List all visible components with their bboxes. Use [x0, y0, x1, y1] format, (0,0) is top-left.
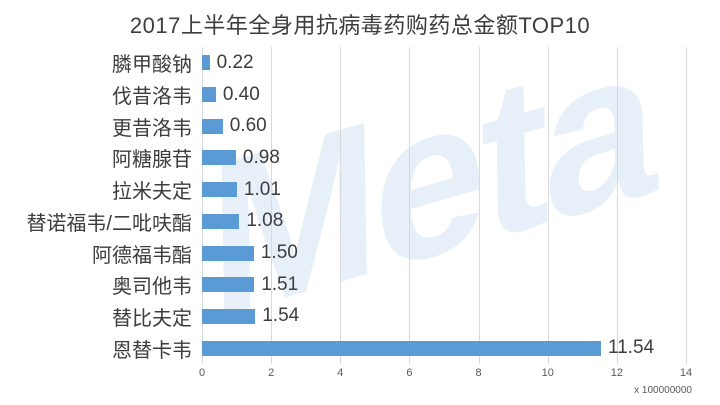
- bar: [202, 150, 236, 166]
- gridline-0: [202, 47, 203, 364]
- category-label: 替比夫定: [112, 307, 192, 330]
- bar-row: 1.01: [202, 174, 686, 206]
- bar-row: 1.54: [202, 301, 686, 333]
- category-label: 拉米夫定: [112, 181, 192, 204]
- x-tick-label: 12: [610, 367, 623, 379]
- gridline-4: [340, 47, 342, 364]
- gridline-6: [409, 47, 411, 364]
- value-label: 1.08: [246, 210, 284, 232]
- category-label: 膦甲酸钠: [112, 54, 192, 77]
- category-label: 阿糖腺苷: [112, 149, 192, 172]
- bar: [202, 277, 255, 293]
- x-tick-label: 2: [268, 367, 275, 379]
- gridline-12: [616, 47, 618, 364]
- bar: [202, 87, 216, 103]
- gridline-14: [686, 47, 687, 364]
- bar-row: 1.51: [202, 269, 686, 301]
- value-label: 1.51: [261, 273, 299, 295]
- value-label: 1.01: [243, 178, 281, 200]
- bar: [202, 340, 601, 356]
- bar-row: 1.08: [202, 206, 686, 238]
- bar: [202, 213, 240, 229]
- bar: [202, 55, 210, 71]
- value-label: 1.54: [262, 305, 300, 327]
- gridline-10: [547, 47, 549, 364]
- gridline-2: [271, 47, 273, 364]
- value-label: 0.60: [229, 115, 267, 137]
- bar-row: 0.22: [202, 47, 686, 79]
- chart-title: 2017上半年全身用抗病毒药购药总金额TOP10: [129, 13, 591, 38]
- bar-series: 0.22 0.40 0.60 0.98 1.01 1.08 1.50 1.51 1.54 11.5…: [202, 47, 686, 364]
- category-label: 伐昔洛韦: [112, 86, 192, 109]
- category-label: 阿德福韦酯: [92, 244, 192, 267]
- bar: [202, 182, 237, 198]
- x-tick-label: 6: [406, 367, 413, 379]
- value-label: 0.98: [242, 146, 280, 168]
- x-tick-label: 8: [475, 367, 482, 379]
- value-label: 11.54: [607, 337, 655, 359]
- bar: [202, 308, 256, 324]
- bar-row: 0.60: [202, 110, 686, 142]
- x-tick-label: 4: [337, 367, 344, 379]
- bar-row: 1.50: [202, 237, 686, 269]
- category-label: 更昔洛韦: [112, 117, 192, 140]
- x-tick-label: 10: [541, 367, 554, 379]
- x-axis-unit-label: x 100000000: [634, 385, 692, 396]
- category-label: 替诺福韦/二吡呋酯: [26, 212, 192, 235]
- bar-row: 11.54: [202, 332, 686, 364]
- x-tick-label: 14: [679, 367, 693, 379]
- bar: [202, 245, 254, 261]
- plot-area: 0.22 0.40 0.60 0.98 1.01 1.08 1.50 1.51 1.54 11.5…: [202, 47, 687, 364]
- category-label: 奥司他韦: [112, 276, 192, 299]
- value-label: 0.40: [222, 83, 260, 105]
- x-tick-label: 0: [198, 367, 206, 379]
- bar-row: 0.40: [202, 79, 686, 111]
- bar-row: 0.98: [202, 142, 686, 174]
- x-axis-ticks: 0 2 4 6 8 10 12 14: [198, 367, 692, 381]
- bar: [202, 118, 223, 134]
- category-label: 恩替卡韦: [112, 339, 192, 362]
- gridline-8: [478, 47, 480, 364]
- value-label: 1.50: [260, 242, 298, 264]
- category-axis-labels: 膦甲酸钠伐昔洛韦更昔洛韦阿糖腺苷拉米夫定替诺福韦/二吡呋酯阿德福韦酯奥司他韦替比…: [0, 47, 192, 364]
- value-label: 0.22: [216, 51, 254, 73]
